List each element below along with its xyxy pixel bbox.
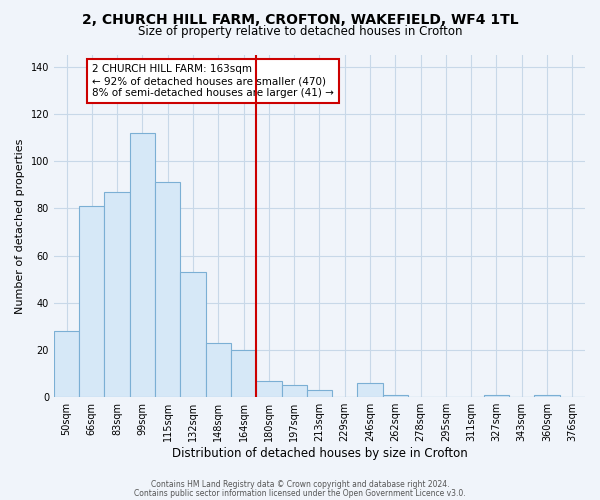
Bar bbox=[383, 395, 408, 397]
Bar bbox=[155, 182, 181, 397]
Bar bbox=[256, 380, 281, 397]
Bar bbox=[535, 395, 560, 397]
Bar bbox=[281, 386, 307, 397]
Text: 2, CHURCH HILL FARM, CROFTON, WAKEFIELD, WF4 1TL: 2, CHURCH HILL FARM, CROFTON, WAKEFIELD,… bbox=[82, 12, 518, 26]
Bar bbox=[54, 331, 79, 397]
Text: Size of property relative to detached houses in Crofton: Size of property relative to detached ho… bbox=[138, 25, 462, 38]
Bar bbox=[104, 192, 130, 397]
Bar bbox=[484, 395, 509, 397]
X-axis label: Distribution of detached houses by size in Crofton: Distribution of detached houses by size … bbox=[172, 447, 467, 460]
Text: Contains HM Land Registry data © Crown copyright and database right 2024.: Contains HM Land Registry data © Crown c… bbox=[151, 480, 449, 489]
Y-axis label: Number of detached properties: Number of detached properties bbox=[15, 138, 25, 314]
Bar bbox=[79, 206, 104, 397]
Bar bbox=[206, 343, 231, 397]
Bar bbox=[358, 383, 383, 397]
Text: Contains public sector information licensed under the Open Government Licence v3: Contains public sector information licen… bbox=[134, 488, 466, 498]
Bar bbox=[231, 350, 256, 397]
Bar bbox=[307, 390, 332, 397]
Bar bbox=[181, 272, 206, 397]
Text: 2 CHURCH HILL FARM: 163sqm
← 92% of detached houses are smaller (470)
8% of semi: 2 CHURCH HILL FARM: 163sqm ← 92% of deta… bbox=[92, 64, 334, 98]
Bar bbox=[130, 133, 155, 397]
